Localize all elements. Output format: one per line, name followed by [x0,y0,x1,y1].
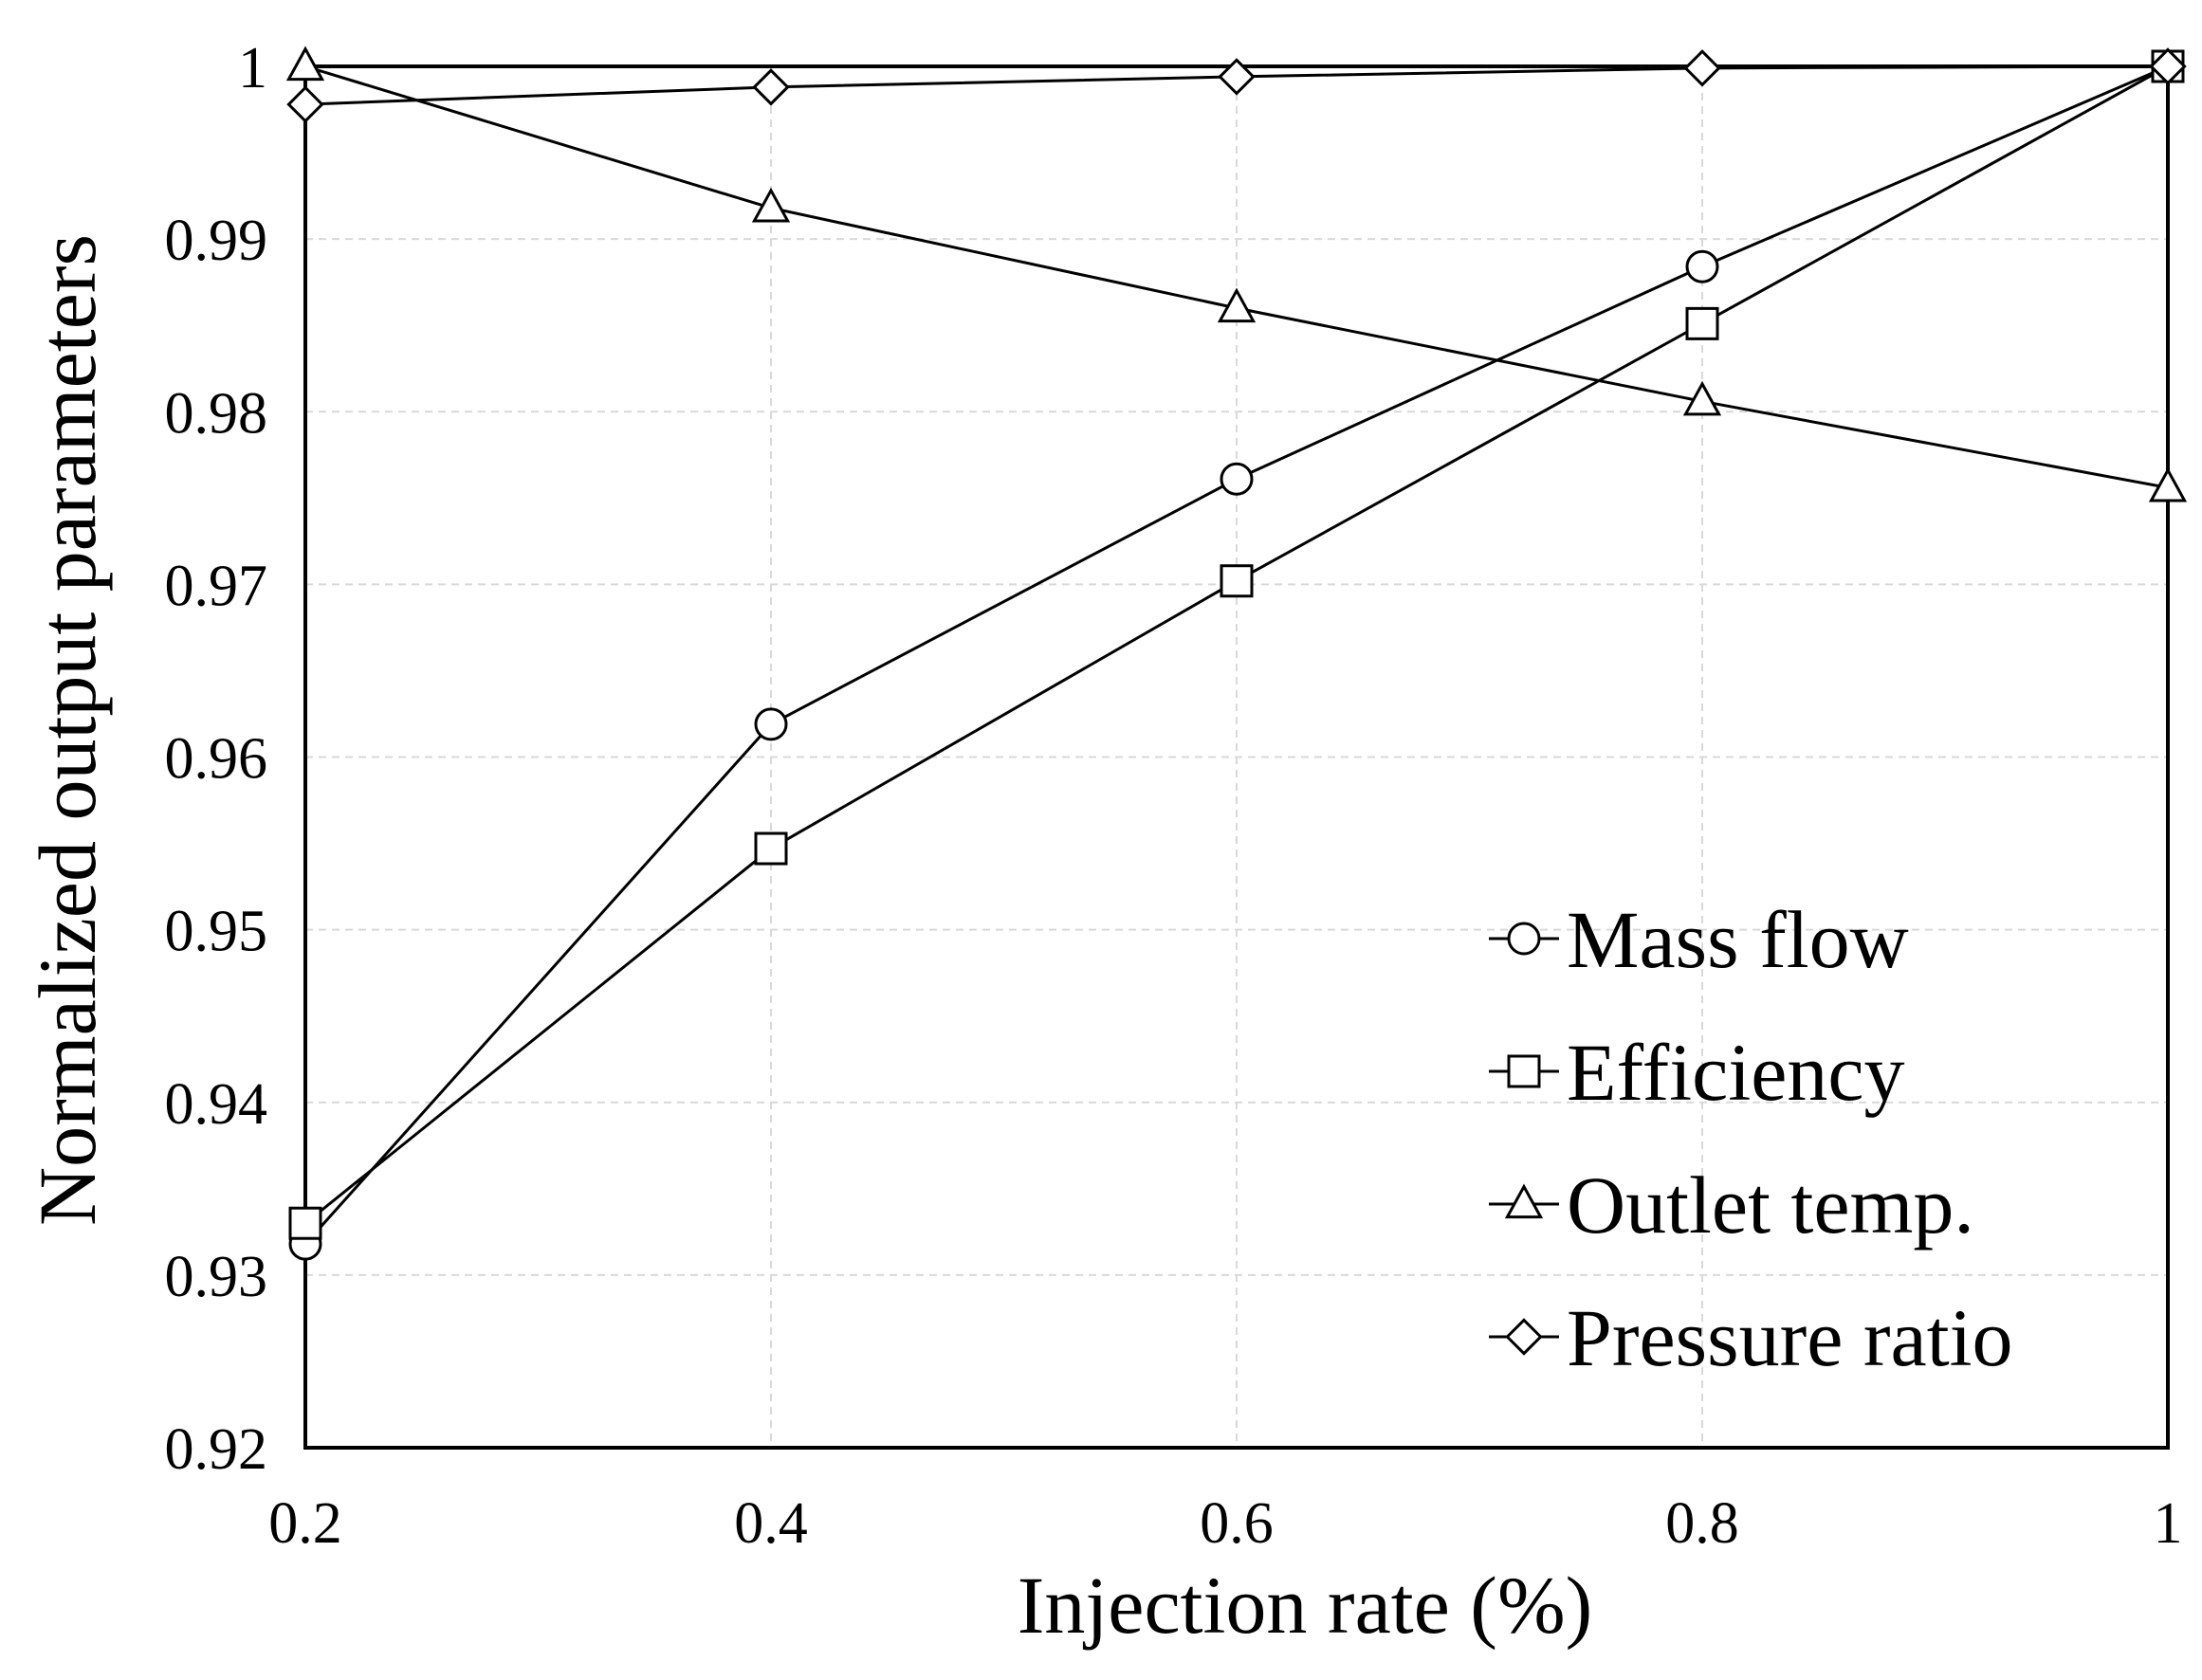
y-tick-label: 0.92 [165,1417,268,1482]
legend-marker [1507,1054,1541,1088]
series-outlet-temp [285,46,2188,502]
x-tick-label: 0.8 [1665,1491,1739,1556]
x-axis-ticks: 0.2 0.4 0.6 0.8 1 [268,1491,2182,1556]
legend-label: Pressure ratio [1567,1292,2012,1383]
legend: Mass flow Efficiency Outlet temp. Pressure … [1489,894,2012,1383]
data-point [1220,462,1254,496]
y-tick-label: 1 [238,36,267,100]
legend-label: Efficiency [1567,1027,1905,1118]
legend-item: Pressure ratio [1489,1292,2012,1383]
data-point [1218,58,1256,96]
data-point [1217,287,1257,323]
y-tick-label: 0.94 [165,1072,268,1137]
legend-label: Mass flow [1567,894,1909,985]
data-point [288,1206,322,1240]
x-tick-label: 1 [2154,1491,2183,1556]
legend-item: Efficiency [1489,1027,1905,1118]
x-tick-label: 0.6 [1200,1491,1274,1556]
y-tick-label: 0.98 [165,381,268,446]
data-point [1682,380,1722,416]
data-point [754,707,788,741]
legend-marker [1504,1183,1544,1219]
y-tick-label: 0.97 [165,554,268,618]
data-point [752,68,790,106]
series-layer [285,46,2188,1261]
series-line [304,64,2169,489]
y-tick-label: 0.95 [165,900,268,964]
data-point [286,85,324,123]
y-tick-label: 0.93 [165,1245,268,1309]
x-tick-label: 0.4 [734,1491,808,1556]
y-tick-label: 0.96 [165,727,268,792]
x-tick-label: 0.2 [268,1491,342,1556]
data-point [751,187,791,223]
y-tick-label: 0.99 [165,209,268,273]
legend-label: Outlet temp. [1567,1160,1974,1251]
data-point [1683,49,1721,87]
y-axis-title: Normalized output parameters [22,234,113,1226]
data-point [754,831,788,866]
legend-item: Outlet temp. [1489,1160,1974,1251]
legend-marker [1507,922,1541,956]
x-axis-title: Injection rate (%) [1018,1560,1592,1651]
series-pressure-ratio [286,47,2187,123]
data-point [2149,47,2187,85]
data-point [2148,466,2188,502]
data-point [1685,249,1719,283]
legend-marker [1505,1318,1543,1356]
y-axis-ticks: 0.92 0.93 0.94 0.95 0.96 0.97 0.98 0.99 1 [165,36,268,1482]
data-point [1685,306,1719,340]
data-point [285,46,325,82]
data-point [1220,564,1254,598]
legend-item: Mass flow [1489,894,1909,985]
